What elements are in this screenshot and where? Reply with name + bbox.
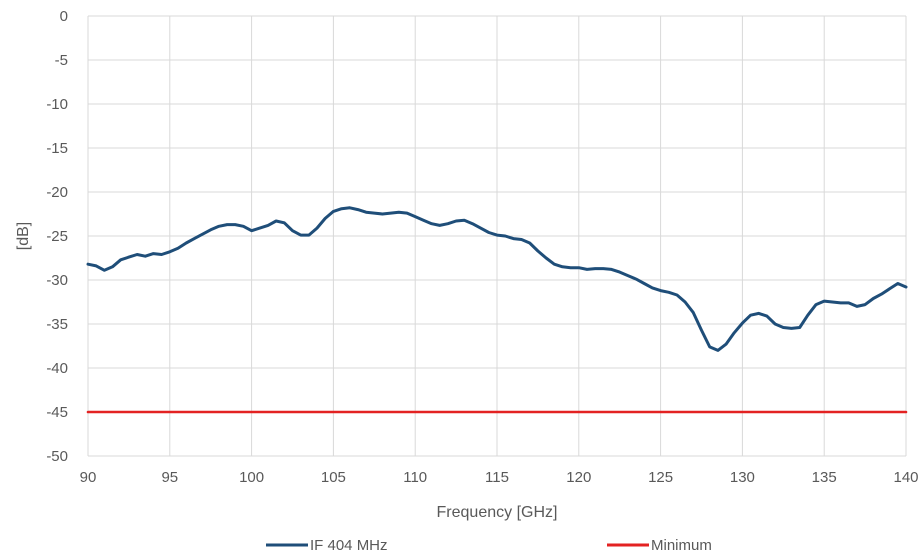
y-tick-label: 0	[60, 8, 68, 25]
legend: IF 404 MHz Minimum	[266, 537, 712, 554]
x-axis-title: Frequency [GHz]	[437, 504, 558, 521]
x-tick-label: 135	[812, 469, 837, 486]
x-tick-label: 90	[80, 469, 97, 486]
x-tick-label: 125	[648, 469, 673, 486]
x-tick-label: 95	[161, 469, 178, 486]
x-tick-label: 130	[730, 469, 755, 486]
x-tick-label: 120	[566, 469, 591, 486]
legend-label-minimum: Minimum	[651, 537, 712, 554]
y-tick-label: -45	[46, 404, 68, 421]
x-axis-ticks: 90 95 100 105 110 115 120 125 130 135 140	[80, 469, 919, 486]
x-tick-label: 115	[485, 469, 509, 486]
x-tick-label: 105	[321, 469, 346, 486]
y-tick-label: -30	[46, 272, 68, 289]
series-layer	[86, 206, 908, 414]
x-tick-label: 110	[403, 469, 427, 486]
legend-label-if-404-mhz: IF 404 MHz	[310, 537, 388, 554]
y-tick-label: -40	[46, 360, 68, 377]
y-tick-label: -5	[55, 52, 68, 69]
y-tick-label: -50	[46, 448, 68, 465]
y-tick-label: -15	[46, 140, 68, 157]
y-tick-label: -35	[46, 316, 68, 333]
y-tick-label: -25	[46, 228, 68, 245]
y-tick-label: -10	[46, 96, 68, 113]
y-tick-label: -20	[46, 184, 68, 201]
y-axis-ticks: 0 -5 -10 -15 -20 -25 -30 -35 -40 -45 -50	[46, 8, 68, 465]
x-tick-label: 100	[239, 469, 264, 486]
series-line-if-404-mhz	[86, 206, 908, 352]
y-axis-title: [dB]	[15, 222, 32, 250]
x-tick-label: 140	[893, 469, 918, 486]
